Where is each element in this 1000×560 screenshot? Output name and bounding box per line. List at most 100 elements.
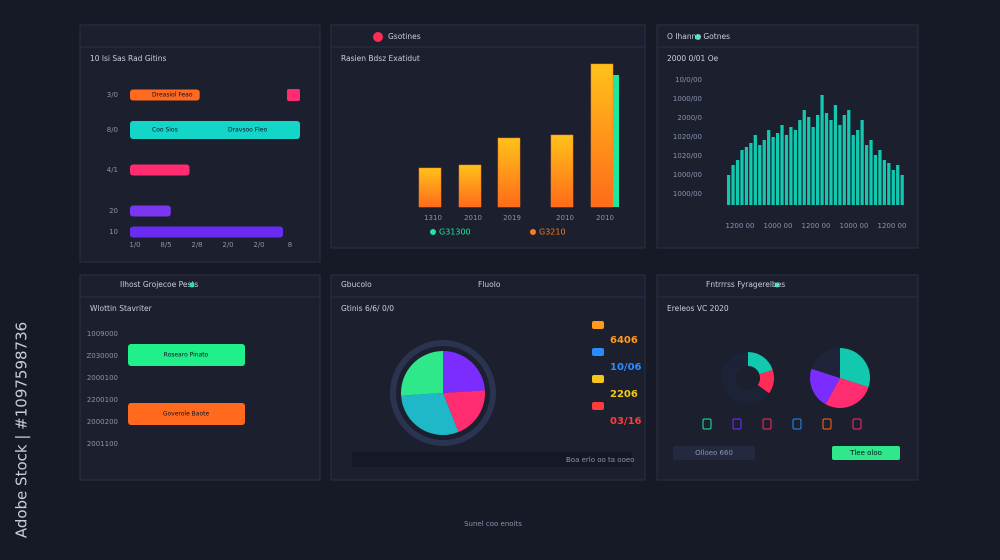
status-dot [189, 282, 195, 288]
x-label: 1000 00 [764, 222, 793, 230]
bar [611, 75, 619, 207]
bar [838, 125, 842, 205]
bar [130, 89, 200, 101]
x-label: 2/0 [253, 241, 264, 249]
bar [816, 115, 820, 205]
y-label: 1000/00 [673, 190, 702, 198]
panel-title: O Ihanne Gotnes [667, 32, 730, 41]
panel-title: Gsotines [388, 32, 421, 41]
pie-slice [825, 378, 869, 409]
panel-title: Ilhost Grojecoe Pests [120, 280, 198, 289]
kpi-value: 2206 [610, 389, 638, 400]
button-label: Tlee oloo [849, 449, 882, 457]
watermark: Adobe Stock | #1097598736 [13, 322, 31, 538]
y-label: 8/0 [107, 126, 118, 134]
pie-slice [443, 390, 485, 433]
icon [852, 418, 862, 430]
bar [793, 130, 797, 205]
panel-title-2: Fluolo [478, 280, 501, 289]
footer: Sunel coo enoits [464, 520, 522, 528]
kpi-value: 6406 [610, 335, 638, 346]
y-label: 10/0/00 [675, 76, 702, 84]
bar [784, 135, 789, 205]
kpi-chip [592, 321, 604, 329]
bar [458, 164, 482, 208]
bar [829, 120, 833, 205]
x-label: 2010 [464, 214, 482, 222]
pie-slice [757, 369, 775, 394]
y-label: 1020/00 [673, 152, 702, 160]
bar [130, 121, 300, 139]
bar [864, 145, 869, 205]
y-label: 1000/00 [673, 171, 702, 179]
panel-title: Gbucolo [341, 280, 372, 289]
bar [873, 155, 878, 205]
kpi-chip [592, 402, 604, 410]
bar [130, 226, 283, 238]
bar [896, 165, 900, 205]
x-label: 8 [288, 241, 292, 249]
status-dot [774, 282, 780, 288]
bar [842, 115, 846, 205]
bar [740, 150, 744, 205]
y-label: 1009000 [87, 330, 118, 338]
y-label: 1020/00 [673, 133, 702, 141]
pie-slice [748, 352, 773, 375]
legend-label: G3210 [539, 228, 566, 237]
bar [900, 175, 904, 205]
legend-dot [430, 229, 436, 235]
bottom-bar [352, 452, 632, 467]
button-label: Olloeo 660 [695, 449, 733, 457]
panel [79, 24, 321, 263]
bar [789, 127, 793, 205]
bar [824, 113, 829, 205]
x-label: 8/5 [160, 241, 171, 249]
bar [887, 163, 891, 205]
bar [130, 164, 190, 176]
y-label: 1000/00 [673, 95, 702, 103]
bar [767, 130, 771, 205]
bar [130, 205, 171, 217]
icon [792, 418, 802, 430]
panel-subtitle: 2000 0/01 Oe [667, 54, 719, 63]
kpi-chip [592, 348, 604, 356]
y-label: 4/1 [107, 166, 118, 174]
icon [732, 418, 742, 430]
bar [744, 147, 749, 205]
bar [727, 175, 731, 205]
pie-slice [401, 351, 443, 396]
button[interactable] [673, 446, 755, 460]
x-label: 1/0 [129, 241, 140, 249]
y-label: 2000/0 [677, 114, 702, 122]
button[interactable] [832, 446, 900, 460]
bar [833, 105, 838, 205]
icon [702, 418, 712, 430]
y-label: 20 [109, 207, 118, 215]
donut-ring [390, 340, 496, 446]
bar [128, 403, 245, 425]
legend-label: G31300 [439, 228, 471, 237]
bar [780, 125, 784, 205]
bar [735, 160, 740, 205]
bar [891, 170, 895, 205]
pie-slice [840, 348, 870, 388]
bar [820, 95, 824, 205]
bar [758, 145, 762, 205]
pie-slice [401, 393, 459, 435]
kpi-value: 03/16 [610, 416, 642, 427]
bar [807, 117, 811, 205]
bar [869, 140, 873, 205]
pie-slice [722, 352, 770, 404]
x-label: 2019 [503, 214, 521, 222]
panel [79, 274, 321, 481]
panel-subtitle: Ereleos VC 2020 [667, 304, 729, 313]
x-label: 2010 [596, 214, 614, 222]
bar [731, 165, 735, 205]
bar-text: Dreasiol Feao [152, 92, 193, 99]
y-label: Z030000 [86, 352, 118, 360]
pie-slice [810, 368, 840, 405]
bar [753, 135, 757, 205]
bar [771, 137, 775, 205]
bar [590, 63, 614, 208]
